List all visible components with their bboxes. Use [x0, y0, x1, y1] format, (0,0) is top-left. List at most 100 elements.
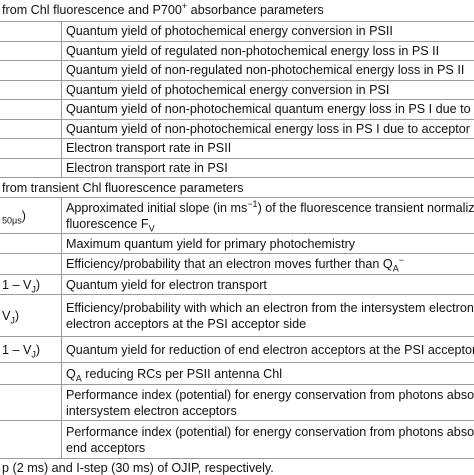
symbol-cell [0, 41, 62, 60]
table-row: Quantum yield of non-photochemical quant… [0, 99, 474, 119]
text: absorbance parameters [187, 3, 324, 17]
symbol-cell: VJ) [0, 295, 62, 336]
symbol-cell [0, 80, 62, 99]
subscript: J [31, 349, 36, 360]
subscript: A [75, 373, 82, 384]
symbol-cell [0, 421, 62, 458]
text-line: QA reducing RCs per PSII antenna Chl [62, 363, 474, 384]
description-cell: Performance index (potential) for energy… [62, 421, 474, 458]
text: 1 – V [2, 343, 32, 357]
text-line: Quantum yield for reduction of end elect… [62, 337, 474, 362]
symbol-cell [0, 139, 62, 158]
text: V [2, 309, 11, 323]
text-line: Approximated initial slope (in ms−1) of … [62, 198, 474, 216]
symbol-cell: 50μs) [0, 198, 62, 233]
text-line: end acceptors [62, 440, 474, 456]
text: Electron transport rate in PSI [66, 160, 228, 175]
text-line: from Chl fluorescence and P700+ absorban… [0, 0, 474, 21]
symbol-cell [0, 254, 62, 274]
table-row: Maximum quantum yield for primary photoc… [0, 233, 474, 253]
text: ) of the fluorescence transient normaliz… [257, 201, 474, 215]
text: Efficiency/probability that an electron … [66, 257, 393, 271]
text: ) [35, 343, 41, 357]
table-row: Electron transport rate in PSI [0, 157, 474, 178]
section-header: from transient Chl fluorescence paramete… [0, 178, 474, 197]
text: Approximated initial slope (in ms [66, 201, 248, 215]
text-line: fluorescence FV [62, 216, 474, 233]
section-row: from transient Chl fluorescence paramete… [0, 177, 474, 197]
symbol-cell [0, 385, 62, 420]
text: Q [66, 367, 76, 381]
text-line: Electron transport rate in PSII [62, 139, 474, 158]
table-row: 1 – VJ) Quantum yield for reduction of en… [0, 336, 474, 362]
text: Quantum yield of photochemical energy co… [66, 24, 393, 38]
symbol-cell [0, 61, 62, 80]
text-line: Performance index (potential) for energy… [62, 424, 474, 440]
table-row: VJ) Efficiency/probability with which an … [0, 294, 474, 336]
subscript: A [392, 263, 399, 274]
table-row: Performance index (potential) for energy… [0, 420, 474, 458]
text-line: Maximum quantum yield for primary photoc… [62, 234, 474, 253]
description-cell: Quantum yield of non-photochemical energ… [62, 120, 474, 139]
text: Performance index (potential) for energy… [66, 388, 474, 402]
text: reducing RCs per PSII antenna Chl [81, 367, 283, 381]
table-row: Electron transport rate in PSII [0, 138, 474, 158]
table-row: Quantum yield of photochemical energy co… [0, 21, 474, 41]
text-line: electron acceptors at the PSI acceptor s… [62, 316, 474, 332]
symbol-cell [0, 158, 62, 177]
table-row: Quantum yield of regulated non-photochem… [0, 40, 474, 61]
description-cell: Efficiency/probability with which an ele… [62, 295, 474, 336]
description-cell: Electron transport rate in PSI [62, 159, 474, 178]
text-line: Quantum yield of photochemical energy co… [62, 22, 474, 41]
text-line: Quantum yield of non-photochemical quant… [62, 100, 474, 119]
table-row: 50μs) Approximated initial slope (in ms−1… [0, 197, 474, 233]
description-cell: Quantum yield of regulated non-photochem… [62, 42, 474, 61]
text-line: Quantum yield of non-regulated non-photo… [62, 61, 474, 80]
symbol-cell: 1 – VJ) [0, 337, 62, 362]
table-row: Quantum yield of photochemical energy co… [0, 79, 474, 100]
subscript: J [10, 315, 15, 326]
text: Electron transport rate in PSII [66, 141, 232, 155]
text-line: VJ) [0, 295, 61, 336]
description-cell: Quantum yield of non-photochemical quant… [62, 100, 474, 119]
description-cell: Quantum yield of photochemical energy co… [62, 81, 474, 100]
text-line: 1 – VJ) [0, 337, 61, 362]
text-line: Quantum yield of non-photochemical energ… [62, 120, 474, 139]
subscript: V [148, 223, 155, 233]
table-row: Efficiency/probability that an electron … [0, 253, 474, 274]
text: Maximum quantum yield for primary photoc… [66, 237, 356, 251]
section-row: from Chl fluorescence and P700+ absorban… [0, 0, 474, 21]
text: Quantum yield for reduction of end elect… [66, 343, 474, 357]
text-line: Quantum yield of photochemical energy co… [62, 81, 474, 100]
description-cell: QA reducing RCs per PSII antenna Chl [62, 363, 474, 384]
text: end acceptors [66, 441, 146, 455]
text-line: Performance index (potential) for energy… [62, 387, 474, 403]
description-cell: Electron transport rate in PSII [62, 139, 474, 158]
description-cell: Efficiency/probability that an electron … [62, 254, 474, 274]
text: ) [35, 278, 41, 292]
description-cell: Quantum yield of non-regulated non-photo… [62, 61, 474, 80]
superscript: − [398, 254, 404, 265]
text-line: Electron transport rate in PSI [62, 159, 474, 178]
text: fluorescence F [66, 217, 149, 231]
symbol-cell [0, 22, 62, 41]
text-line: from transient Chl fluorescence paramete… [0, 178, 474, 197]
text: ) [14, 309, 20, 323]
superscript: −1 [247, 198, 258, 209]
table-row: Performance index (potential) for energy… [0, 384, 474, 420]
text: intersystem electron acceptors [66, 404, 237, 418]
text-line: 50μs) [0, 198, 61, 233]
text: Quantum yield of non-photochemical quant… [66, 102, 474, 116]
text: Quantum yield of non-regulated non-photo… [66, 63, 465, 77]
text: electron acceptors at the PSI acceptor s… [66, 317, 307, 331]
text: Performance index (potential) for energy… [66, 425, 474, 439]
text: 1 – V [2, 278, 32, 292]
symbol-cell: 1 – VJ) [0, 275, 62, 294]
text: Quantum yield for electron transport [66, 278, 267, 292]
text: from transient Chl fluorescence paramete… [2, 181, 244, 195]
superscript: + [181, 0, 188, 11]
description-cell: Quantum yield for reduction of end elect… [62, 337, 474, 362]
symbol-cell [0, 363, 62, 384]
text: Quantum yield of non-photochemical energ… [66, 121, 470, 136]
